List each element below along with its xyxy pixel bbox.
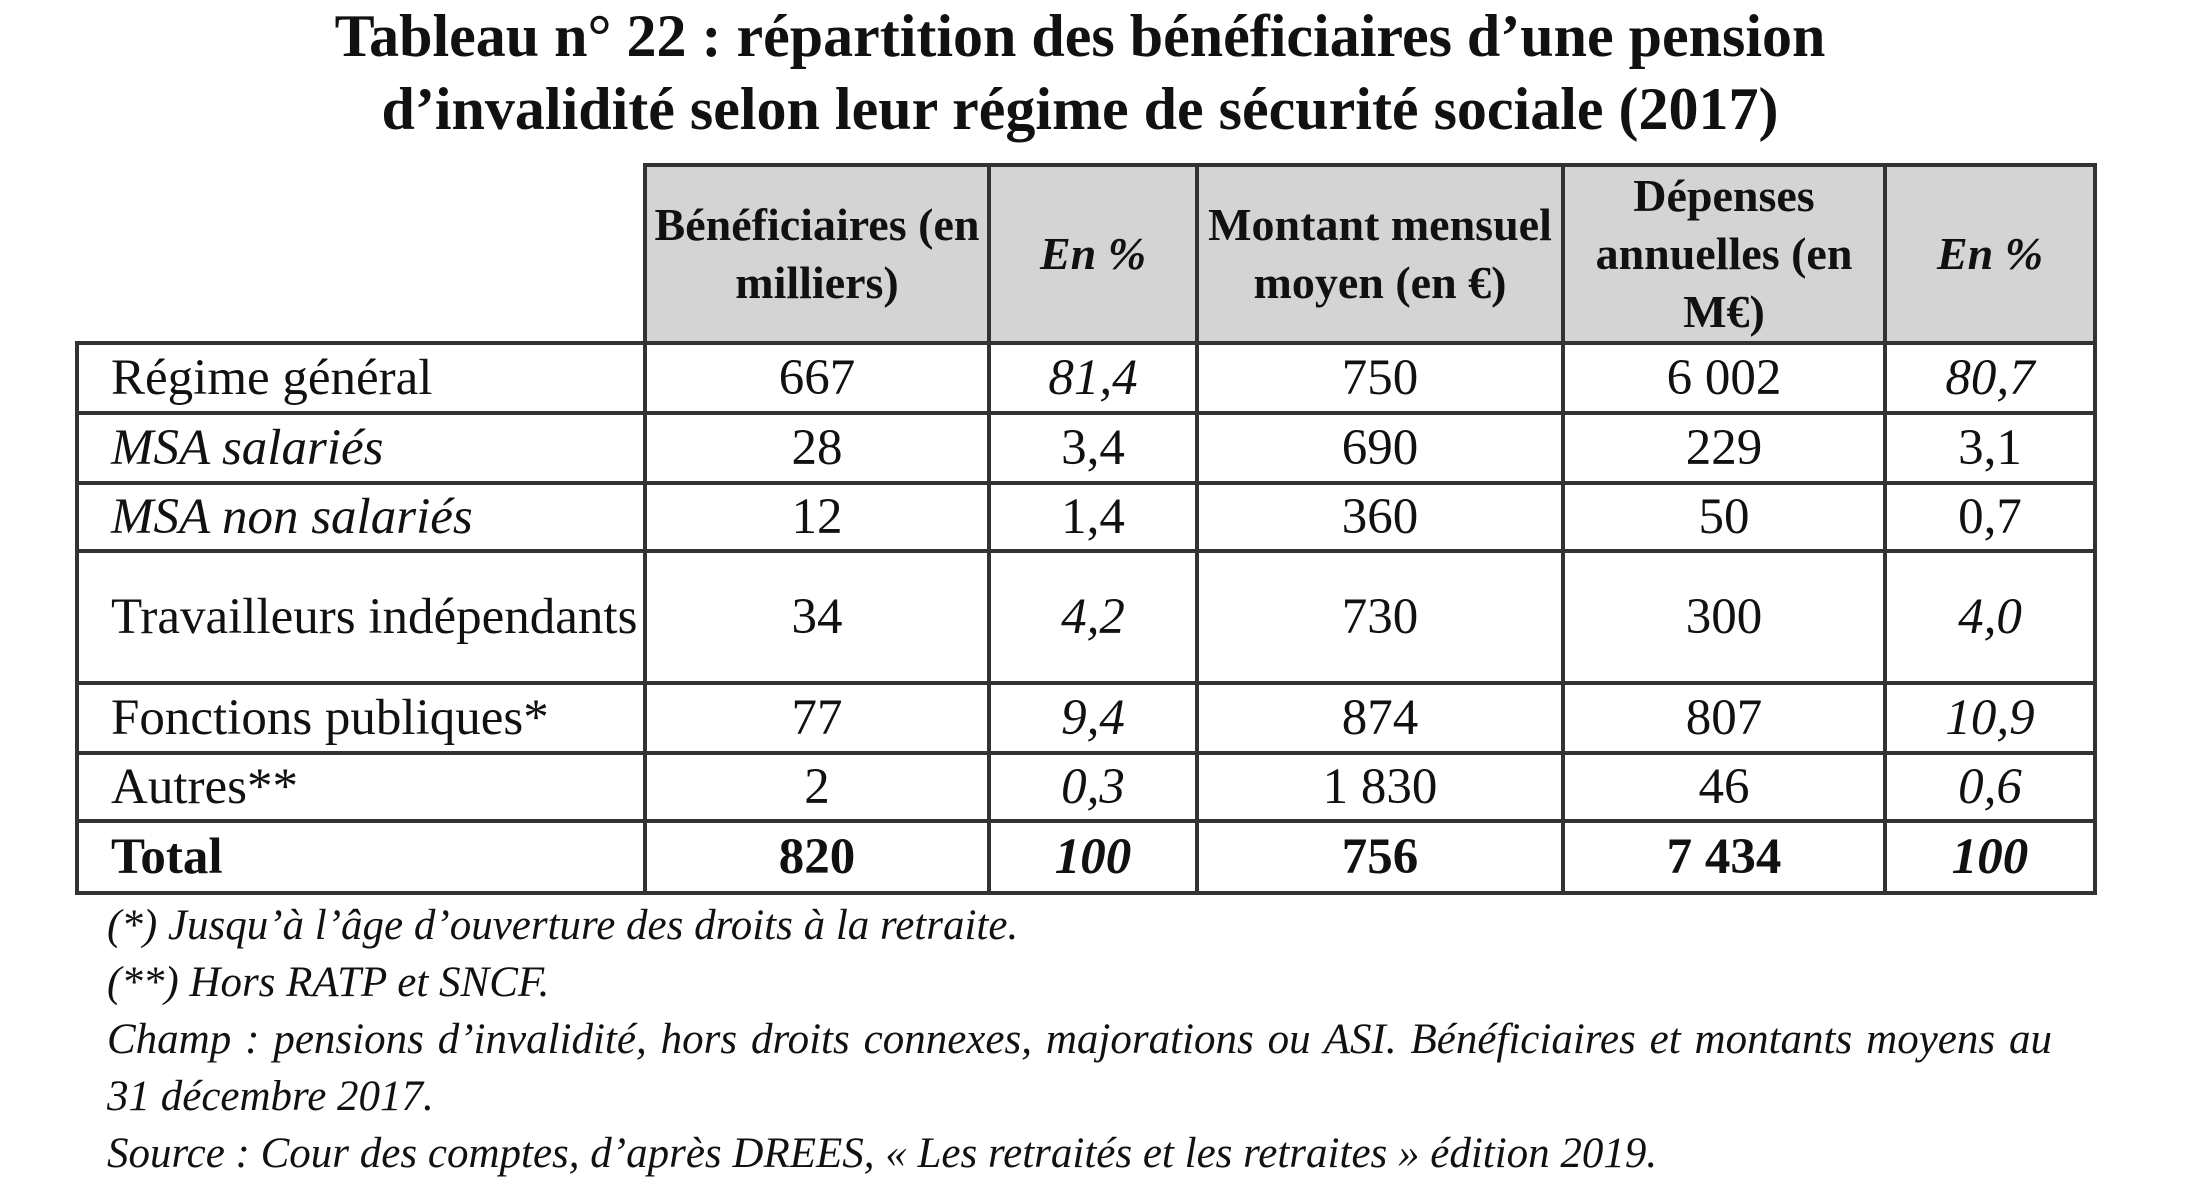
cell-depenses: 50 [1561, 481, 1887, 553]
cell-beneficiaires: 77 [643, 681, 991, 755]
cell-pct-depenses: 4,0 [1883, 549, 2097, 685]
row-label: Travailleurs indépendants [75, 549, 647, 685]
cell-depenses: 229 [1561, 411, 1887, 485]
cell-beneficiaires: 667 [643, 341, 991, 415]
data-table: Bénéficiaires (en milliers) En % Montant… [75, 163, 2097, 895]
cell-montant: 730 [1195, 549, 1565, 685]
table-row: MSA non salariés 12 1,4 360 50 0,7 [75, 481, 2097, 553]
row-label: Total [75, 819, 647, 895]
cell-montant: 360 [1195, 481, 1565, 553]
cell-montant: 750 [1195, 341, 1565, 415]
cell-pct-beneficiaires: 1,4 [987, 481, 1199, 553]
cell-depenses: 300 [1561, 549, 1887, 685]
cell-depenses: 6 002 [1561, 341, 1887, 415]
cell-pct-beneficiaires: 9,4 [987, 681, 1199, 755]
header-beneficiaires: Bénéficiaires (en milliers) [643, 163, 991, 345]
row-label: Autres** [75, 751, 647, 823]
cell-pct-depenses: 10,9 [1883, 681, 2097, 755]
row-label: MSA salariés [75, 411, 647, 485]
cell-pct-beneficiaires: 3,4 [987, 411, 1199, 485]
header-depenses: Dépenses annuelles (en M€) [1561, 163, 1887, 345]
cell-depenses: 807 [1561, 681, 1887, 755]
champ-note: Champ : pensions d’invalidité, hors droi… [107, 1016, 2052, 1120]
table-row: Régime général 667 81,4 750 6 002 80,7 [75, 341, 2097, 415]
cell-montant: 756 [1195, 819, 1565, 895]
title-line-1: Tableau n° 22 : répartition des bénéfici… [334, 3, 1826, 69]
cell-pct-depenses: 3,1 [1883, 411, 2097, 485]
header-pct-depenses: En % [1883, 163, 2097, 345]
header-blank-cell [77, 165, 647, 345]
cell-pct-depenses: 0,7 [1883, 481, 2097, 553]
cell-pct-depenses: 80,7 [1883, 341, 2097, 415]
cell-beneficiaires: 12 [643, 481, 991, 553]
table-row: Fonctions publiques* 77 9,4 874 807 10,9 [75, 681, 2097, 755]
cell-pct-beneficiaires: 100 [987, 819, 1199, 895]
table-row: MSA salariés 28 3,4 690 229 3,1 [75, 411, 2097, 485]
cell-pct-beneficiaires: 0,3 [987, 751, 1199, 823]
cell-beneficiaires: 34 [643, 549, 991, 685]
table-row: Autres** 2 0,3 1 830 46 0,6 [75, 751, 2097, 823]
table-row-total: Total 820 100 756 7 434 100 [75, 819, 2097, 895]
footnote-1: (*) Jusqu’à l’âge d’ouverture des droits… [107, 902, 1019, 949]
cell-pct-depenses: 0,6 [1883, 751, 2097, 823]
row-label: Fonctions publiques* [75, 681, 647, 755]
table-notes: (*) Jusqu’à l’âge d’ouverture des droits… [107, 897, 2052, 1182]
cell-montant: 1 830 [1195, 751, 1565, 823]
cell-montant: 874 [1195, 681, 1565, 755]
cell-pct-beneficiaires: 81,4 [987, 341, 1199, 415]
footnote-2: (**) Hors RATP et SNCF. [107, 959, 550, 1006]
table-title: Tableau n° 22 : répartition des bénéfici… [0, 0, 2160, 146]
header-montant: Montant mensuel moyen (en €) [1195, 163, 1565, 345]
cell-pct-beneficiaires: 4,2 [987, 549, 1199, 685]
cell-pct-depenses: 100 [1883, 819, 2097, 895]
cell-depenses: 7 434 [1561, 819, 1887, 895]
row-label: Régime général [75, 341, 647, 415]
source-note: Source : Cour des comptes, d’après DREES… [107, 1130, 1658, 1177]
cell-beneficiaires: 2 [643, 751, 991, 823]
cell-beneficiaires: 820 [643, 819, 991, 895]
cell-montant: 690 [1195, 411, 1565, 485]
table-row: Travailleurs indépendants 34 4,2 730 300… [75, 549, 2097, 685]
cell-depenses: 46 [1561, 751, 1887, 823]
cell-beneficiaires: 28 [643, 411, 991, 485]
header-pct-beneficiaires: En % [987, 163, 1199, 345]
row-label: MSA non salariés [75, 481, 647, 553]
header-row: Bénéficiaires (en milliers) En % Montant… [77, 163, 2097, 345]
title-line-2: d’invalidité selon leur régime de sécuri… [381, 76, 1779, 142]
